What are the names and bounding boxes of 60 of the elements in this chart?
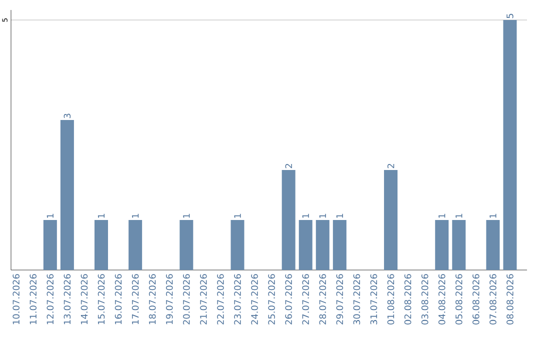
x-tick-label: 01.08.2026 (387, 274, 394, 324)
bar (435, 220, 449, 270)
data-label: 3 (64, 114, 71, 118)
x-tick-label: 31.07.2026 (370, 274, 378, 324)
data-label: 2 (387, 164, 394, 168)
x-tick-label: 21.07.2026 (200, 274, 207, 324)
x-tick-label: 10.07.2026 (12, 274, 20, 324)
bar (298, 220, 312, 270)
data-label: 2 (285, 164, 292, 168)
data-label: 1 (234, 214, 241, 218)
x-tick-label: 29.07.2026 (336, 274, 344, 324)
bar (94, 220, 108, 270)
x-tick-label: 28.07.2026 (319, 274, 326, 324)
bar (282, 170, 296, 270)
x-tick-label: 03.08.2026 (421, 274, 428, 324)
bar (384, 170, 398, 270)
bar (43, 220, 57, 270)
bar (452, 220, 466, 270)
data-label: 1 (319, 214, 326, 218)
x-tick-label: 26.07.2026 (285, 274, 292, 324)
bar (332, 220, 346, 270)
data-label: 1 (98, 214, 105, 218)
x-tick-label: 12.07.2026 (46, 274, 54, 324)
data-label: 1 (183, 214, 190, 218)
data-label: 5 (506, 14, 514, 18)
x-tick-label: 04.08.2026 (438, 274, 446, 324)
x-tick-label: 16.07.2026 (114, 274, 122, 324)
x-tick-label: 18.07.2026 (148, 274, 156, 324)
bar (180, 220, 194, 270)
x-tick-label: 20.07.2026 (183, 274, 190, 324)
bar (60, 120, 74, 270)
bar (230, 220, 244, 270)
x-tick-label: 25.07.2026 (268, 274, 275, 324)
x-tick-label: 30.07.2026 (353, 274, 360, 324)
x-tick-label: 08.08.2026 (506, 274, 514, 324)
data-label: 1 (438, 214, 446, 218)
data-label: 1 (46, 214, 54, 218)
x-tick-label: 11.07.2026 (30, 274, 37, 324)
x-tick-label: 15.07.2026 (98, 274, 105, 324)
x-tick-label: 05.08.2026 (455, 274, 462, 324)
x-tick-label: 07.08.2026 (490, 274, 496, 324)
x-tick-label: 17.07.2026 (132, 274, 139, 324)
x-tick-label: 24.07.2026 (251, 274, 258, 324)
x-tick-label: 06.08.2026 (472, 274, 480, 324)
bar (503, 20, 517, 270)
x-tick-label: 27.07.2026 (302, 274, 310, 324)
data-label: 1 (490, 214, 496, 218)
data-label: 1 (336, 214, 343, 218)
x-tick-label: 22.07.2026 (217, 274, 224, 324)
bar (316, 220, 330, 270)
data-label: 1 (132, 214, 139, 218)
bar (486, 220, 500, 270)
data-label: 1 (302, 214, 309, 218)
x-tick-label: 13.07.2026 (64, 274, 71, 324)
x-tick-label: 23.07.2026 (234, 274, 241, 324)
data-label: 1 (456, 214, 462, 218)
x-tick-label: 19.07.2026 (166, 274, 173, 324)
x-tick-label: 14.07.2026 (80, 274, 88, 324)
x-tick-label: 02.08.2026 (404, 274, 412, 324)
bar (128, 220, 142, 270)
